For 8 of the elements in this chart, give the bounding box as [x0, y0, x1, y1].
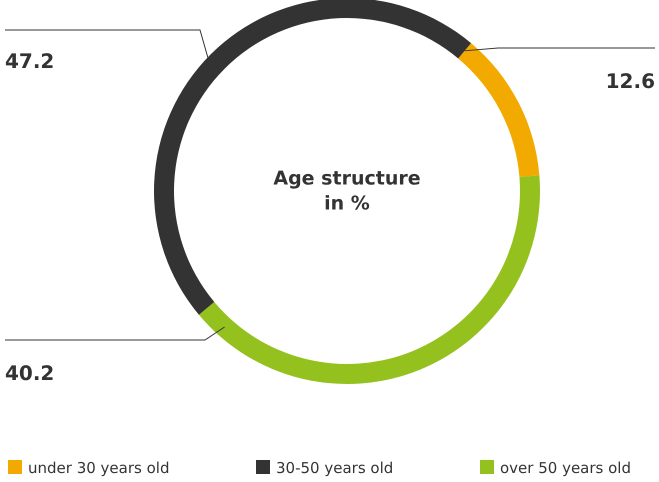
- legend-label: 30-50 years old: [276, 459, 394, 477]
- data-label: 47.2: [5, 49, 54, 73]
- donut-slice: [458, 43, 540, 178]
- legend-label: over 50 years old: [500, 459, 631, 477]
- legend-label: under 30 years old: [28, 459, 170, 477]
- text: Age structure in %: [273, 168, 421, 214]
- data-label: 40.2: [5, 361, 54, 385]
- data-label: 12.6: [606, 69, 655, 93]
